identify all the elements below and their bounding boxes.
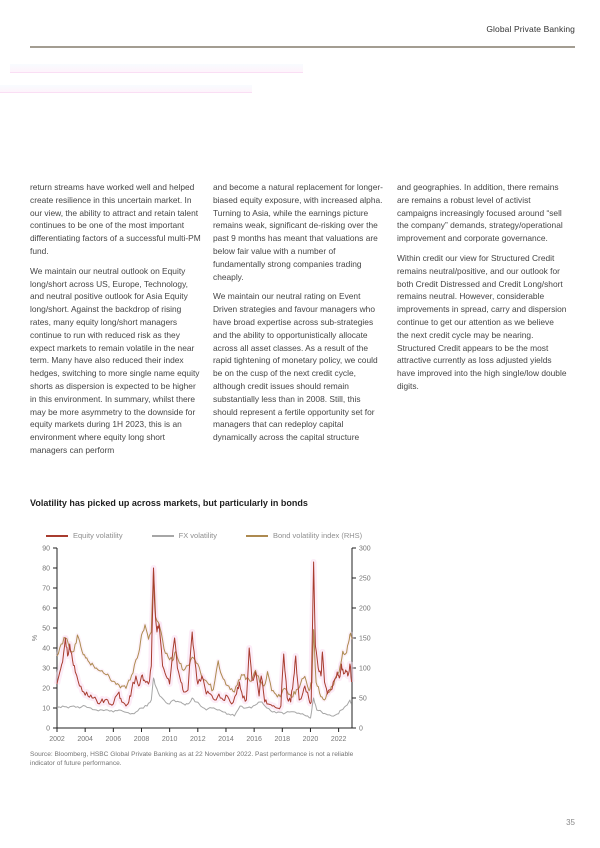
svg-text:90: 90 bbox=[42, 546, 50, 553]
fx-volatility-line-swatch-icon bbox=[151, 534, 174, 537]
legend-label: FX volatility bbox=[178, 531, 217, 540]
body-paragraph: and geographies. In addition, there rema… bbox=[397, 182, 563, 244]
chart-legend: Equity volatility FX volatility Bond vol… bbox=[46, 531, 362, 540]
ghost-highlight-artifact bbox=[10, 64, 303, 73]
header-rule bbox=[30, 46, 575, 48]
svg-text:2002: 2002 bbox=[49, 736, 65, 743]
svg-text:2012: 2012 bbox=[190, 736, 206, 743]
svg-text:50: 50 bbox=[42, 626, 50, 633]
svg-text:300: 300 bbox=[359, 546, 371, 553]
svg-text:50: 50 bbox=[359, 696, 367, 703]
svg-text:150: 150 bbox=[359, 636, 371, 643]
text-column-3: and geographies. In addition, there rema… bbox=[397, 181, 567, 400]
svg-text:80: 80 bbox=[42, 566, 50, 573]
body-paragraph: return streams have worked well and help… bbox=[30, 182, 201, 256]
text-column-1: return streams have worked well and help… bbox=[30, 181, 201, 464]
body-paragraph: and become a natural replacement for lon… bbox=[213, 182, 383, 282]
body-paragraph: Within credit our view for Structured Cr… bbox=[397, 252, 567, 391]
svg-text:60: 60 bbox=[42, 606, 50, 613]
equity-volatility-line-swatch-icon bbox=[46, 534, 68, 537]
svg-text:2016: 2016 bbox=[246, 736, 262, 743]
svg-text:70: 70 bbox=[42, 586, 50, 593]
svg-text:2006: 2006 bbox=[106, 736, 122, 743]
svg-text:250: 250 bbox=[359, 576, 371, 583]
svg-text:30: 30 bbox=[42, 666, 50, 673]
legend-item-fx-volatility: FX volatility bbox=[151, 531, 217, 540]
chart-title: Volatility has picked up across markets,… bbox=[30, 498, 308, 508]
legend-label: Equity volatility bbox=[73, 531, 123, 540]
svg-text:2022: 2022 bbox=[331, 736, 347, 743]
svg-text:2004: 2004 bbox=[77, 736, 93, 743]
body-paragraph: We maintain our neutral outlook on Equit… bbox=[30, 265, 200, 455]
svg-text:2014: 2014 bbox=[218, 736, 234, 743]
legend-item-bond-volatility: Bond volatility index (RHS) bbox=[245, 531, 363, 540]
svg-text:10: 10 bbox=[42, 706, 50, 713]
legend-label: Bond volatility index (RHS) bbox=[272, 531, 363, 540]
source-note: Source: Bloomberg, HSBC Global Private B… bbox=[30, 751, 354, 767]
bond-volatility-line-swatch-icon bbox=[245, 534, 268, 537]
svg-text:20: 20 bbox=[42, 686, 50, 693]
svg-text:100: 100 bbox=[359, 666, 371, 673]
svg-text:2020: 2020 bbox=[303, 736, 319, 743]
ghost-highlight-artifact bbox=[0, 85, 252, 93]
svg-text:2008: 2008 bbox=[134, 736, 150, 743]
legend-item-equity-volatility: Equity volatility bbox=[46, 531, 123, 540]
svg-text:%: % bbox=[32, 635, 39, 641]
page-number: 35 bbox=[566, 818, 575, 827]
svg-text:2010: 2010 bbox=[162, 736, 178, 743]
volatility-line-chart: 0 10 20 30 40 50 60 70 80 90 0 50 100 150 200 250 300 200… bbox=[32, 546, 371, 744]
svg-text:40: 40 bbox=[42, 646, 50, 653]
svg-text:0: 0 bbox=[46, 726, 50, 733]
svg-text:0: 0 bbox=[359, 726, 363, 733]
header-brand: Global Private Banking bbox=[486, 24, 575, 34]
svg-text:200: 200 bbox=[359, 606, 371, 613]
svg-text:2018: 2018 bbox=[275, 736, 291, 743]
text-column-2: and become a natural replacement for lon… bbox=[213, 181, 384, 451]
body-paragraph: We maintain our neutral rating on Event … bbox=[213, 291, 378, 443]
